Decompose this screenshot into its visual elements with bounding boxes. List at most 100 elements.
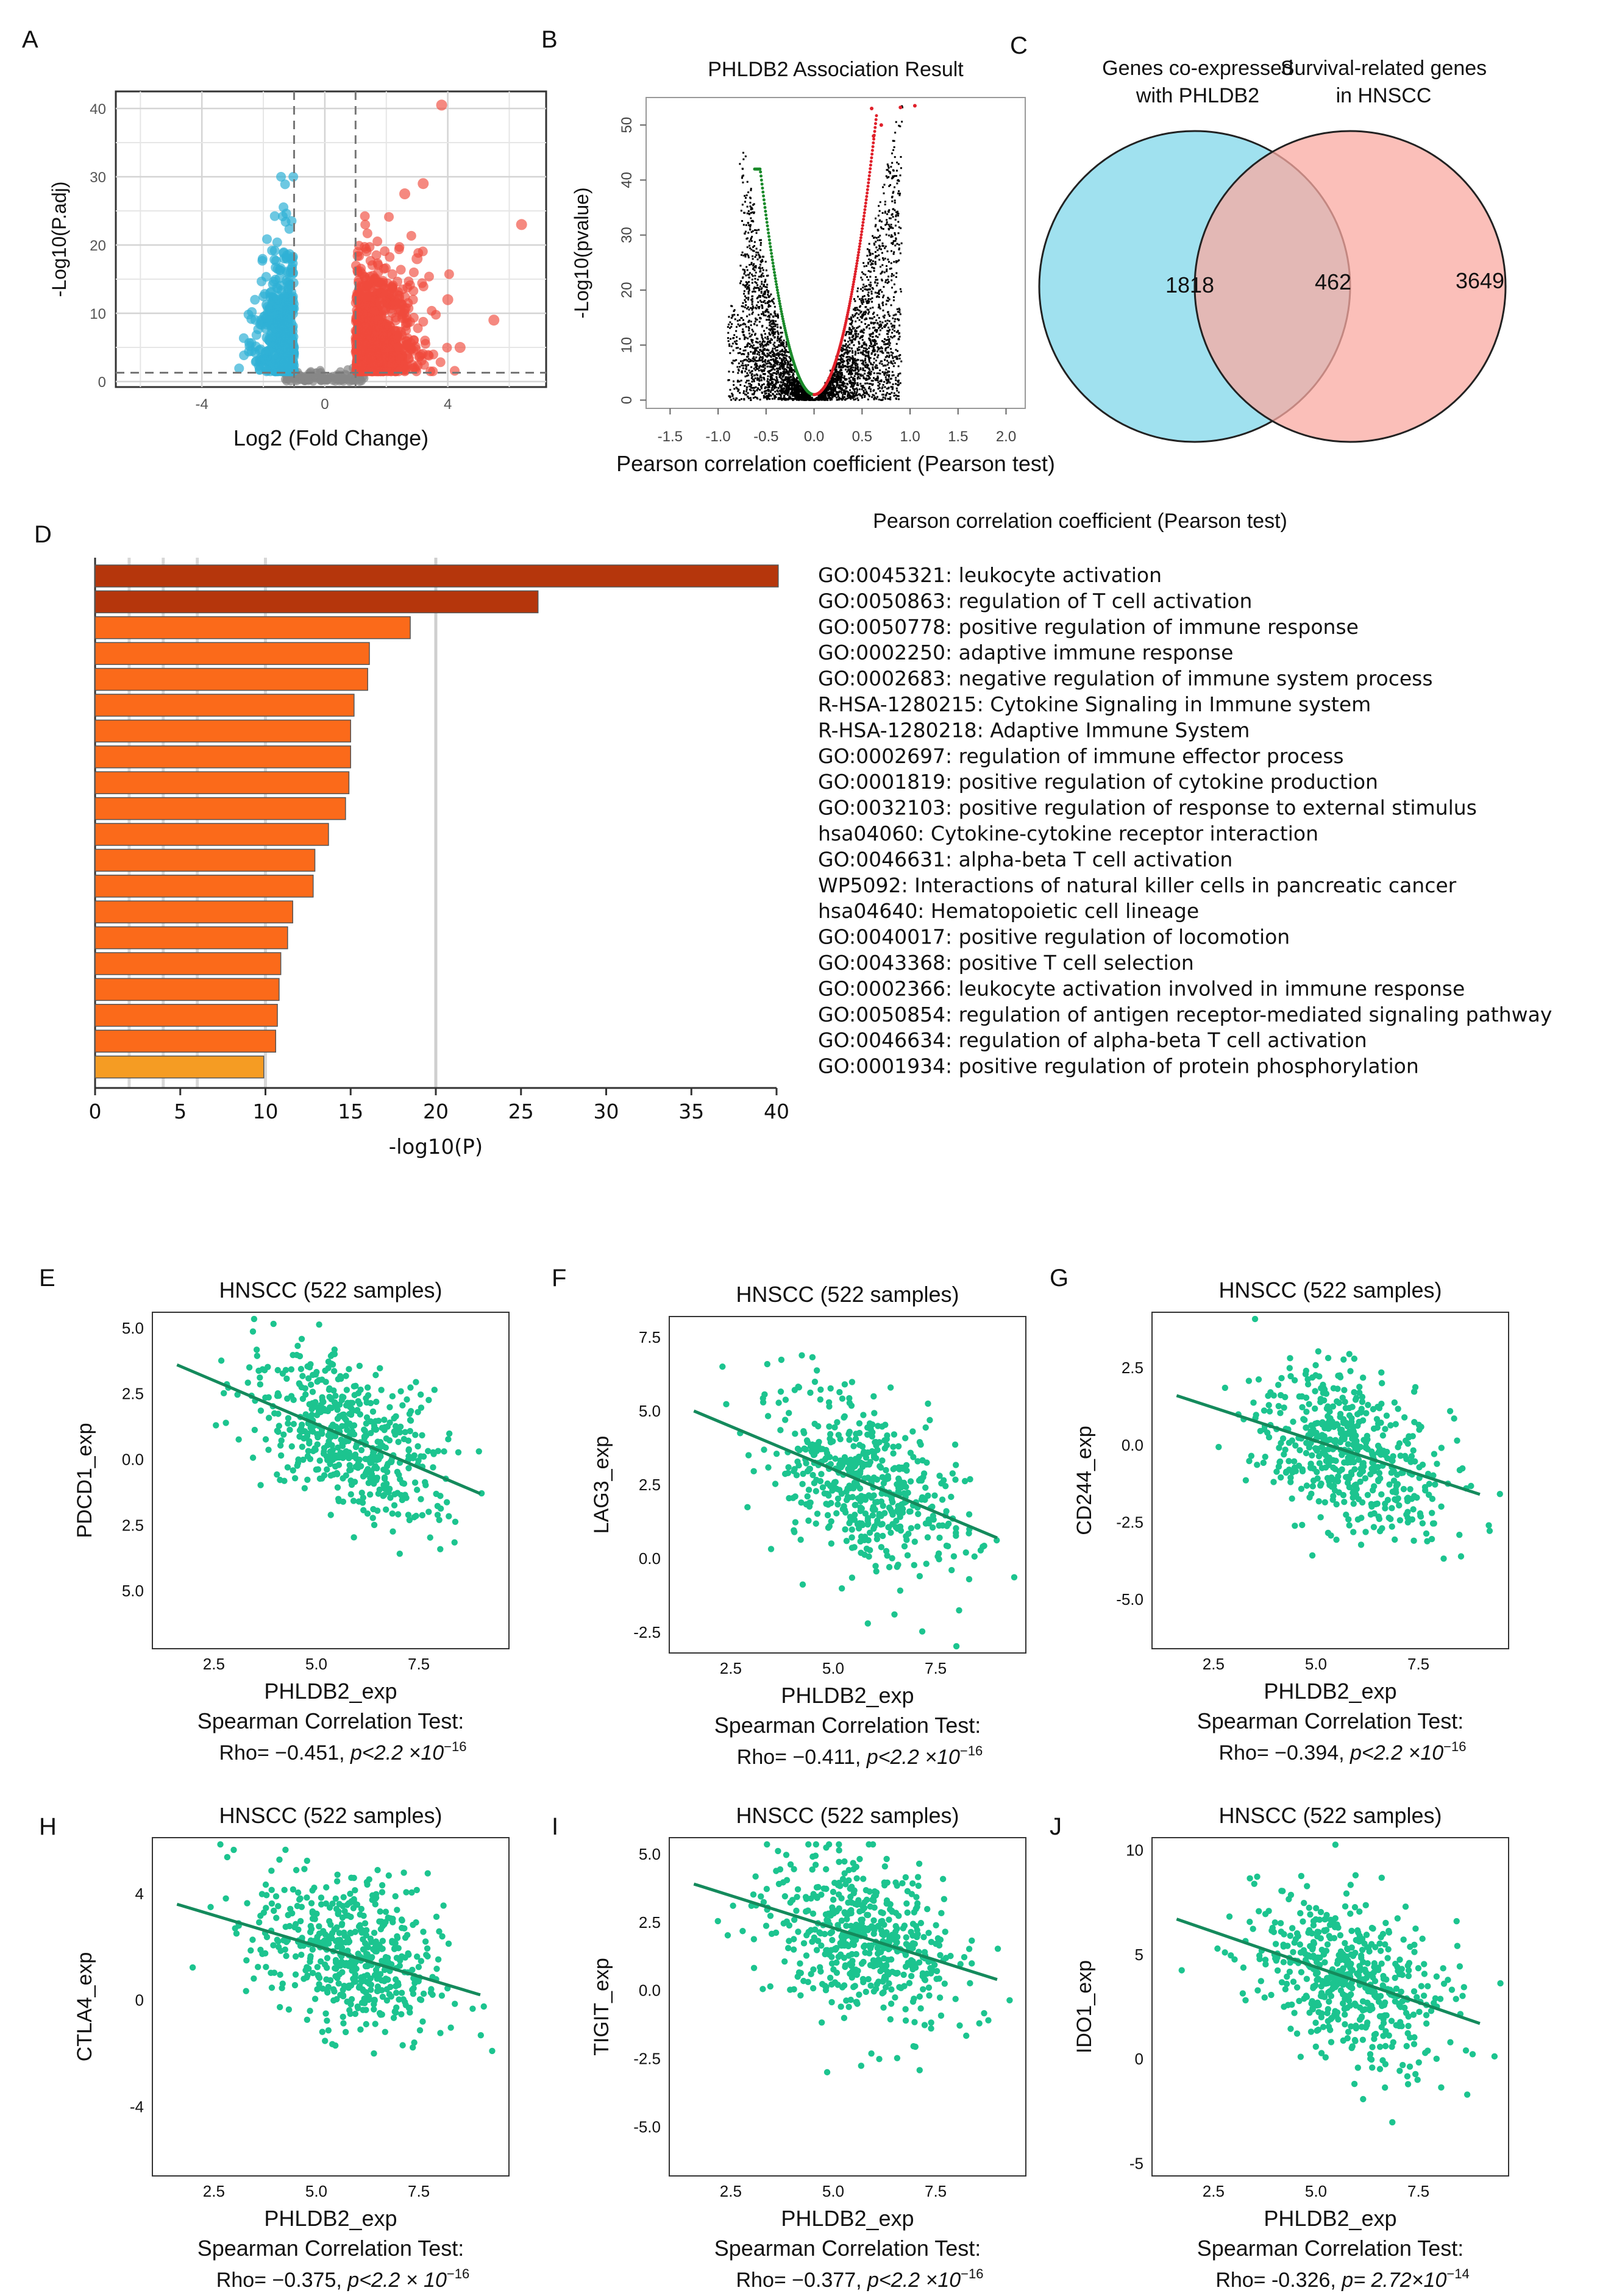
correlation-point — [898, 247, 900, 250]
correlation-point — [897, 350, 899, 352]
correlation-point — [891, 391, 893, 394]
correlation-point — [755, 307, 758, 310]
correlation-point — [773, 310, 776, 313]
correlation-point — [743, 359, 745, 361]
correlation-point — [753, 392, 755, 394]
correlation-point — [785, 387, 788, 389]
correlation-point — [865, 344, 867, 347]
correlation-point — [895, 275, 897, 278]
correlation-point — [837, 379, 839, 382]
correlation-point — [800, 395, 803, 397]
correlation-point — [774, 391, 777, 393]
correlation-point — [747, 342, 749, 344]
volcano-point-up — [417, 278, 427, 288]
correlation-point — [771, 397, 773, 400]
correlation-point — [838, 365, 840, 368]
correlation-point — [758, 357, 761, 360]
correlation-point — [878, 327, 880, 329]
correlation-point — [791, 364, 793, 366]
correlation-point — [764, 387, 766, 389]
correlation-point — [744, 385, 746, 387]
correlation-point — [890, 267, 892, 269]
correlation-point — [823, 393, 825, 396]
correlation-point — [875, 319, 878, 322]
correlation-point — [757, 306, 759, 308]
correlation-point — [727, 337, 730, 339]
correlation-point — [885, 233, 887, 236]
correlation-point — [743, 272, 745, 275]
correlation-point — [861, 296, 864, 298]
correlation-point — [761, 358, 763, 361]
correlation-point — [785, 393, 788, 395]
correlation-point — [749, 335, 752, 338]
correlation-point — [772, 368, 775, 370]
correlation-point — [819, 396, 821, 398]
correlation-point — [750, 261, 753, 264]
correlation-point — [878, 254, 880, 257]
correlation-point — [777, 368, 779, 370]
correlation-point — [891, 242, 893, 244]
correlation-point — [864, 318, 866, 321]
correlation-point — [761, 351, 764, 354]
correlation-point — [875, 360, 877, 362]
correlation-point — [854, 338, 856, 341]
volcano-point-up — [352, 251, 363, 261]
correlation-point — [897, 365, 900, 368]
correlation-point — [847, 330, 850, 333]
volcano-point-up — [442, 343, 452, 353]
correlation-point — [783, 342, 785, 344]
correlation-point — [754, 281, 756, 283]
correlation-point — [765, 269, 767, 272]
volcano-point-up — [380, 290, 390, 300]
correlation-point — [856, 368, 859, 371]
correlation-point — [773, 360, 775, 362]
correlation-point — [745, 366, 748, 368]
correlation-point — [887, 342, 889, 344]
correlation-point — [890, 304, 892, 307]
correlation-point — [742, 305, 744, 308]
correlation-point — [779, 368, 781, 371]
correlation-point — [777, 316, 780, 319]
plot-frame — [115, 90, 547, 388]
correlation-point — [838, 386, 840, 388]
correlation-point — [877, 239, 879, 241]
correlation-point — [766, 341, 769, 343]
correlation-point — [891, 279, 893, 282]
correlation-point — [892, 352, 894, 354]
correlation-point — [895, 261, 898, 263]
correlation-point — [860, 346, 862, 348]
correlation-point — [750, 340, 753, 343]
correlation-point — [764, 286, 767, 288]
correlation-point — [898, 357, 901, 360]
correlation-point — [868, 258, 870, 260]
correlation-point — [900, 242, 903, 244]
correlation-point — [744, 255, 747, 258]
correlation-point — [839, 388, 842, 390]
correlation-point — [768, 370, 770, 372]
correlation-point — [896, 243, 898, 245]
correlation-point — [739, 163, 741, 165]
correlation-point — [772, 364, 775, 367]
correlation-point — [857, 375, 859, 378]
correlation-point — [758, 305, 761, 308]
correlation-point — [747, 337, 749, 339]
correlation-point — [895, 343, 898, 345]
correlation-point — [852, 327, 855, 330]
correlation-point — [854, 358, 856, 360]
correlation-point — [897, 373, 900, 375]
correlation-point — [758, 239, 761, 241]
correlation-point — [874, 261, 877, 263]
volcano-point-down — [279, 330, 290, 340]
correlation-point — [770, 381, 773, 383]
correlation-point — [842, 361, 844, 364]
correlation-point — [771, 358, 773, 361]
volcano-point-down — [238, 333, 249, 343]
correlation-point — [801, 391, 803, 393]
correlation-point — [776, 339, 778, 342]
correlation-point — [826, 392, 828, 394]
correlation-point — [789, 387, 791, 389]
correlation-point — [830, 386, 832, 388]
correlation-point — [895, 379, 897, 382]
correlation-point — [886, 169, 888, 171]
correlation-point — [875, 263, 877, 265]
